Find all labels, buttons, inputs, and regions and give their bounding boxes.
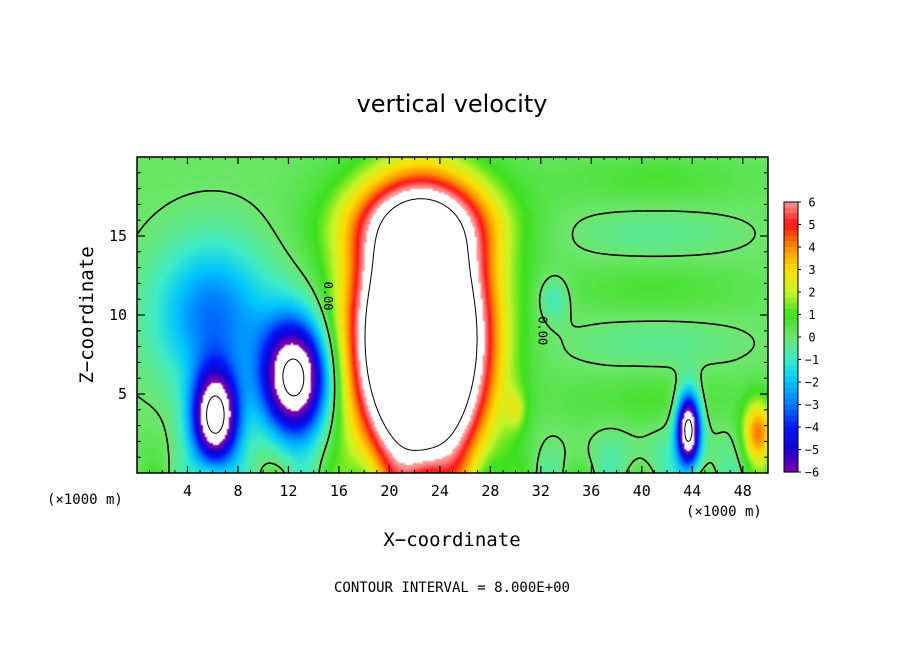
colorbar-swatch <box>784 337 798 344</box>
colorbar-swatch <box>784 286 798 293</box>
colorbar-swatch <box>784 314 798 321</box>
colorbar-swatch <box>784 455 798 462</box>
x-tick-label: 36 <box>582 482 600 500</box>
x-tick-label: 12 <box>279 482 297 500</box>
colorbar-swatch <box>784 359 798 366</box>
colorbar-label: −1 <box>805 353 819 367</box>
colorbar-label: 6 <box>808 196 815 210</box>
colorbar-swatch <box>784 376 798 383</box>
colorbar-label: 1 <box>808 308 815 322</box>
colorbar-swatch <box>784 421 798 428</box>
y-tick-label: 15 <box>109 227 127 245</box>
colorbar-label: 0 <box>808 331 815 345</box>
colorbar-swatch <box>784 320 798 327</box>
colorbar-swatch <box>784 353 798 361</box>
colorbar-swatch <box>784 235 798 242</box>
colorbar-label: 3 <box>808 263 815 277</box>
velocity-field-raster <box>137 157 768 473</box>
colorbar-label: −3 <box>805 398 819 412</box>
colorbar-swatch <box>784 218 798 226</box>
colorbar-swatch <box>784 202 798 209</box>
x-tick-label: 48 <box>734 482 752 500</box>
contour-zero <box>137 190 756 473</box>
y-tick-label: 5 <box>118 385 127 403</box>
colorbar-swatch <box>784 213 798 220</box>
colorbar-swatch <box>784 241 798 248</box>
colorbar-swatch <box>784 308 798 316</box>
x-tick-label: 4 <box>183 482 192 500</box>
contour-negative <box>206 358 693 443</box>
y-tick-label: 10 <box>109 306 127 324</box>
colorbar-label: −5 <box>805 443 819 457</box>
colorbar-swatch <box>784 415 798 422</box>
colorbar-swatch <box>784 342 798 349</box>
colorbar-label: 2 <box>808 286 815 300</box>
colorbar-swatch <box>784 252 798 259</box>
colorbar-swatch <box>784 365 798 372</box>
colorbar-swatch <box>784 449 798 456</box>
colorbar-swatch <box>784 247 798 254</box>
chart-title: vertical velocity <box>357 90 548 118</box>
x-unit-label-right: (×1000 m) <box>686 504 762 520</box>
x-axis-label: X−coordinate <box>383 529 520 551</box>
colorbar-swatch <box>784 387 798 394</box>
colorbar-swatch <box>784 275 798 282</box>
colorbar-swatch <box>784 348 798 355</box>
x-axis: 4 8 12 16 20 24 28 32 36 40 44 48 <box>149 157 756 500</box>
x-unit-label-left: (×1000 m) <box>47 492 123 508</box>
colorbar-swatch <box>784 382 798 389</box>
x-tick-label: 16 <box>330 482 348 500</box>
colorbar-swatch <box>784 258 798 265</box>
plot-area: 0.00 0.00 <box>136 156 769 474</box>
colorbar-swatch <box>784 404 798 411</box>
colorbar-swatch <box>784 432 798 439</box>
contour-interval-note: CONTOUR INTERVAL = 8.000E+00 <box>334 580 570 596</box>
colorbar-swatch <box>784 427 798 434</box>
colorbar-swatch <box>784 224 798 231</box>
contour-lines: 0.00 0.00 <box>137 190 756 473</box>
colorbar-swatch <box>784 410 798 417</box>
colorbar-label: 4 <box>808 241 815 255</box>
colorbar-swatch <box>784 280 798 287</box>
colorbar-label: −6 <box>805 466 819 480</box>
x-tick-label: 8 <box>233 482 242 500</box>
x-tick-label: 40 <box>633 482 651 500</box>
colorbar: 6 5 4 3 2 1 0 −1 −2 −3 −4 −5 −6 <box>783 196 819 480</box>
colorbar-swatch <box>784 398 798 406</box>
y-axis: 5 10 15 <box>109 172 768 458</box>
colorbar-swatch <box>784 230 798 237</box>
colorbar-swatch <box>784 393 798 400</box>
colorbar-swatch <box>784 331 798 338</box>
contour-positive <box>364 198 478 451</box>
y-axis-label: Z−coordinate <box>76 246 98 383</box>
colorbar-swatch <box>784 297 798 304</box>
x-tick-label: 28 <box>481 482 499 500</box>
colorbar-swatch <box>784 303 798 310</box>
colorbar-label: −2 <box>805 376 819 390</box>
colorbar-swatch <box>784 269 798 276</box>
colorbar-label: −4 <box>805 421 819 435</box>
colorbar-swatch <box>784 292 798 299</box>
colorbar-swatch <box>784 325 798 332</box>
colorbar-swatch <box>784 460 798 467</box>
colorbar-swatch <box>784 443 798 451</box>
contour-label: 0.00 <box>321 282 335 311</box>
contour-label: 0.00 <box>535 316 549 345</box>
colorbar-swatch <box>784 466 798 473</box>
x-tick-label: 32 <box>532 482 550 500</box>
x-tick-label: 44 <box>683 482 701 500</box>
colorbar-swatch <box>784 438 798 445</box>
colorbar-label: 5 <box>808 218 815 232</box>
x-tick-label: 24 <box>431 482 449 500</box>
x-tick-label: 20 <box>380 482 398 500</box>
colorbar-swatch <box>784 207 798 214</box>
colorbar-swatch <box>784 370 798 377</box>
colorbar-swatch <box>784 263 798 271</box>
